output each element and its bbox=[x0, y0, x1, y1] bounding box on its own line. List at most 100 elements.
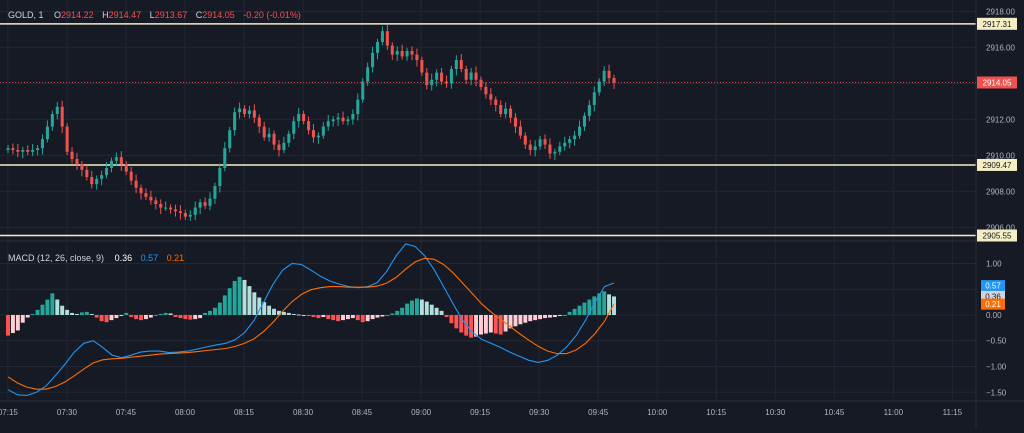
candle-down bbox=[302, 114, 306, 122]
candle-down bbox=[262, 126, 266, 138]
histogram-bar-negative bbox=[183, 314, 188, 320]
macd-tick-label: −1.00 bbox=[986, 363, 1007, 372]
ohlc-legend: GOLD, 1 O2914.22 H2914.47 L2913.67 C2914… bbox=[8, 10, 301, 20]
candle-up bbox=[469, 72, 473, 80]
histogram-bar-positive bbox=[158, 313, 163, 315]
candlesticks[interactable] bbox=[6, 25, 616, 221]
candle-up bbox=[36, 148, 40, 150]
histogram-bar-positive bbox=[587, 299, 592, 315]
time-tick-label: 07:15 bbox=[0, 408, 18, 417]
candle-down bbox=[26, 150, 30, 152]
histogram-bar-positive bbox=[262, 302, 267, 315]
time-tick-label: 08:00 bbox=[175, 408, 196, 417]
histogram-bar-negative bbox=[547, 314, 552, 318]
histogram-bar-positive bbox=[296, 314, 301, 316]
candle-down bbox=[134, 180, 138, 188]
horizontal-lines[interactable] bbox=[0, 23, 976, 237]
candle-up bbox=[233, 112, 237, 131]
high-value: 2914.47 bbox=[109, 10, 142, 20]
histogram-bar-positive bbox=[89, 313, 94, 315]
time-tick-label: 10:00 bbox=[647, 408, 668, 417]
candle-up bbox=[213, 186, 217, 199]
candle-up bbox=[114, 157, 118, 161]
candle-down bbox=[513, 117, 517, 127]
price-tick-label: 2908.00 bbox=[986, 187, 1015, 196]
price-tick-label: 2912.00 bbox=[986, 115, 1015, 124]
low-label: L bbox=[150, 10, 155, 20]
signal-value-label-bg bbox=[981, 298, 1005, 310]
histogram-bar-negative bbox=[104, 314, 109, 323]
candle-up bbox=[105, 168, 109, 176]
candle-down bbox=[474, 72, 478, 80]
histogram-bar-negative bbox=[188, 314, 193, 320]
histogram-bar-positive bbox=[257, 297, 262, 315]
level-price-label: 2917.31 bbox=[983, 20, 1012, 29]
histogram-bar-negative bbox=[474, 314, 479, 337]
histogram-bar-negative bbox=[99, 314, 104, 322]
histogram-bar-positive bbox=[429, 304, 434, 315]
time-tick-label: 10:30 bbox=[765, 408, 786, 417]
histogram-bar-negative bbox=[143, 314, 148, 320]
candle-up bbox=[356, 99, 360, 114]
macd-histogram bbox=[6, 276, 616, 338]
price-tick-label: 2906.00 bbox=[986, 223, 1015, 232]
histogram-bar-positive bbox=[582, 302, 587, 315]
histogram-bar-positive bbox=[272, 308, 277, 315]
time-axis[interactable]: 07:15 07:30 07:45 08:00 08:15 08:30 08:45 09:00… bbox=[0, 408, 963, 417]
candle-down bbox=[464, 69, 468, 80]
change-value: -0.20 (-0.01%) bbox=[243, 10, 301, 20]
candle-down bbox=[149, 196, 153, 201]
candle-up bbox=[533, 146, 537, 150]
macd-tick-label: −0.50 bbox=[986, 337, 1007, 346]
histogram-bar-positive bbox=[395, 310, 400, 315]
macd-tick-label: 1.00 bbox=[986, 259, 1002, 268]
candle-down bbox=[479, 79, 483, 87]
histogram-bar-positive bbox=[208, 310, 212, 315]
candle-up bbox=[568, 139, 572, 143]
candle-down bbox=[242, 108, 247, 114]
histogram-bar-negative bbox=[321, 314, 326, 318]
histogram-bar-negative bbox=[331, 314, 336, 321]
histogram-bar-positive bbox=[227, 288, 232, 315]
close-value: 2914.05 bbox=[202, 10, 235, 20]
histogram-bar-negative bbox=[380, 314, 385, 317]
histogram-bar-negative bbox=[454, 314, 459, 329]
candle-up bbox=[321, 126, 325, 136]
histogram-bar-negative bbox=[370, 314, 375, 320]
candle-down bbox=[425, 72, 429, 86]
candle-up bbox=[371, 52, 375, 68]
candle-up bbox=[395, 51, 399, 55]
histogram-bar-positive bbox=[597, 293, 602, 315]
histogram-bar-negative bbox=[148, 314, 153, 318]
high-label: H bbox=[102, 10, 109, 20]
candle-up bbox=[435, 72, 439, 80]
candle-down bbox=[80, 164, 84, 170]
histogram-bar-negative bbox=[513, 314, 518, 327]
histogram-bar-positive bbox=[414, 298, 419, 315]
candle-up bbox=[21, 150, 25, 152]
histogram-bar-negative bbox=[198, 314, 203, 319]
candle-down bbox=[178, 211, 182, 213]
candle-down bbox=[459, 60, 463, 69]
histogram-bar-negative bbox=[365, 314, 370, 322]
price-tick-label: 2916.00 bbox=[986, 43, 1015, 52]
histogram-value-label: 0.36 bbox=[985, 292, 1001, 301]
histogram-bar-positive bbox=[252, 292, 257, 315]
candle-up bbox=[380, 31, 384, 42]
histogram-bar-positive bbox=[70, 312, 75, 315]
grid bbox=[0, 0, 976, 401]
candle-up bbox=[164, 207, 168, 209]
price-tick-label: 2910.00 bbox=[986, 151, 1015, 160]
time-tick-label: 09:45 bbox=[588, 408, 609, 417]
histogram-bar-positive bbox=[60, 305, 65, 315]
candle-down bbox=[90, 177, 94, 185]
candle-down bbox=[518, 126, 522, 136]
histogram-bar-negative bbox=[375, 314, 380, 318]
histogram-bar-negative bbox=[341, 314, 345, 321]
candle-up bbox=[95, 178, 99, 185]
histogram-bar-negative bbox=[316, 314, 321, 319]
histogram-bar-positive bbox=[212, 307, 217, 315]
time-tick-label: 09:00 bbox=[411, 408, 432, 417]
